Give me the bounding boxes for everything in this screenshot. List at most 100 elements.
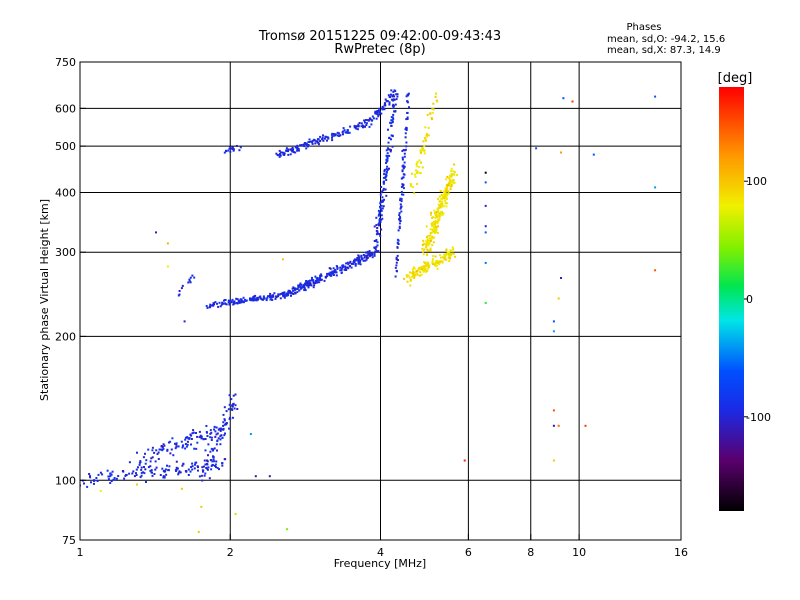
data-point [180, 287, 183, 290]
data-point [107, 478, 110, 481]
data-point [191, 462, 194, 465]
data-point [435, 221, 438, 224]
data-point [346, 130, 349, 133]
data-point [282, 295, 285, 298]
data-point [416, 183, 419, 185]
data-point [277, 293, 280, 296]
data-point [310, 284, 313, 287]
data-point [290, 291, 293, 294]
data-point [386, 147, 389, 150]
data-point [311, 276, 313, 279]
data-point [191, 465, 194, 468]
data-point [181, 284, 184, 287]
data-point [281, 258, 284, 261]
data-point [262, 295, 265, 298]
data-point [421, 247, 424, 250]
data-point [383, 104, 386, 107]
data-point [149, 469, 152, 472]
data-point [361, 258, 364, 261]
data-point [391, 121, 394, 124]
data-point [223, 458, 226, 461]
data-point [409, 284, 412, 287]
x-tick-label: 10 [572, 546, 586, 559]
data-point [204, 463, 207, 466]
data-point [449, 255, 452, 258]
data-point [437, 210, 440, 213]
data-point [401, 183, 404, 186]
data-point [387, 141, 390, 144]
data-point [190, 434, 193, 437]
data-point [431, 260, 434, 263]
data-point [424, 126, 427, 129]
data-point [272, 294, 275, 297]
data-point [209, 304, 212, 307]
data-point [378, 111, 381, 114]
data-point [654, 95, 657, 98]
data-point [391, 119, 394, 122]
data-point [428, 249, 431, 252]
data-point [406, 112, 409, 114]
x-tick-label: 6 [465, 546, 472, 559]
data-point [298, 283, 301, 286]
data-point [438, 204, 441, 207]
data-point [433, 209, 436, 212]
data-point [427, 267, 430, 270]
data-point [301, 144, 304, 147]
data-point [219, 429, 222, 432]
data-point [438, 200, 441, 203]
data-point [215, 426, 218, 429]
data-point [212, 458, 215, 461]
data-point [449, 174, 451, 177]
data-point [433, 236, 436, 239]
data-point [330, 272, 333, 275]
data-point [138, 463, 141, 466]
data-point [400, 206, 402, 209]
data-point [187, 474, 190, 476]
data-point [305, 147, 308, 150]
data-point [379, 217, 381, 220]
data-point [297, 148, 300, 150]
data-point [446, 184, 449, 187]
data-point [151, 474, 154, 477]
data-point [450, 180, 453, 183]
data-point [398, 218, 401, 221]
data-point [277, 154, 280, 157]
data-point [149, 460, 152, 463]
data-point [191, 432, 194, 435]
data-point [167, 469, 170, 472]
colorbar-tick-label: 100 [746, 175, 767, 188]
stats-header: Phases [626, 22, 661, 33]
data-point [279, 297, 282, 300]
data-point [380, 218, 383, 221]
data-point [106, 469, 109, 472]
data-point [434, 212, 437, 215]
data-point [406, 118, 409, 120]
data-point [362, 259, 365, 262]
data-point [445, 252, 448, 255]
data-point [440, 256, 442, 259]
data-point [236, 302, 239, 305]
data-point [252, 299, 255, 302]
data-point [368, 125, 371, 128]
data-point [367, 119, 370, 122]
data-point [452, 178, 455, 181]
data-point [147, 466, 150, 469]
data-point [155, 466, 158, 469]
data-point [309, 282, 312, 285]
data-point [405, 118, 408, 121]
data-point [360, 125, 363, 128]
data-point [174, 447, 177, 450]
data-point [140, 474, 143, 477]
data-point [227, 301, 230, 304]
data-point [414, 175, 417, 178]
data-point [290, 148, 293, 151]
data-point [198, 436, 201, 439]
data-point [448, 252, 451, 255]
data-point [431, 225, 434, 227]
y-tick-label: 750 [55, 56, 76, 69]
data-point [139, 461, 142, 464]
data-point [155, 449, 158, 452]
data-point [211, 463, 214, 466]
data-point [117, 475, 120, 477]
data-point [342, 265, 344, 268]
